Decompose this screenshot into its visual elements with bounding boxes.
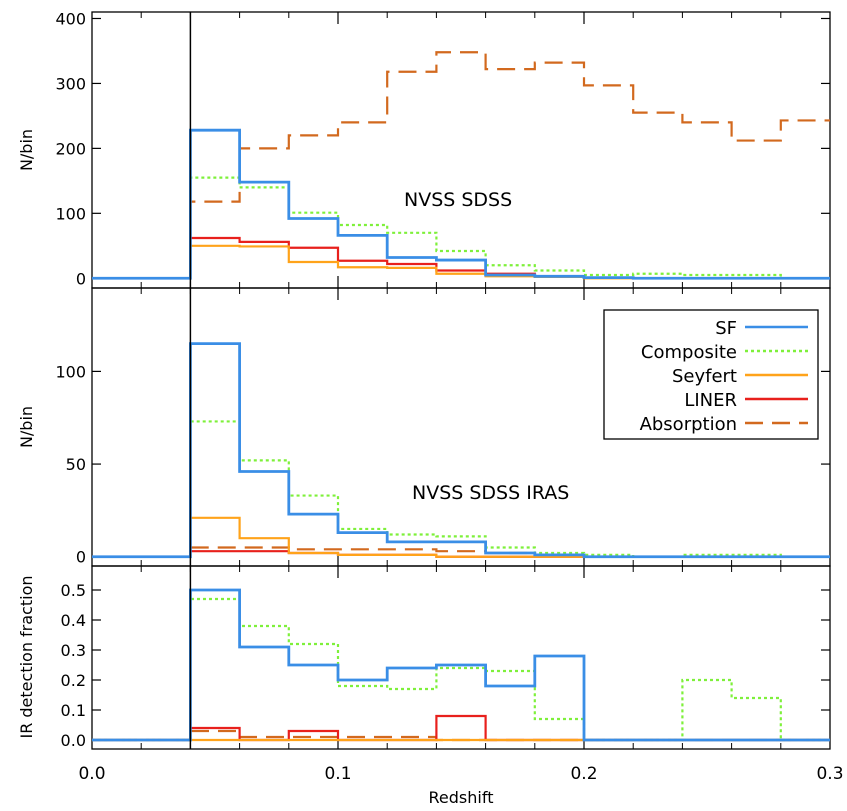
ytick-label-2-2: 100: [55, 362, 86, 381]
ytick-label-3-2: 0.2: [61, 671, 86, 690]
ytick-label-1-2: 200: [55, 139, 86, 158]
middle-panel-annotation: NVSS SDSS IRAS: [412, 482, 569, 504]
ytick-label-1-3: 300: [55, 74, 86, 93]
ytick-label-1-1: 100: [55, 204, 86, 223]
bottom-ylabel: IR detection fraction: [17, 575, 36, 738]
series-absorption-panel-1: [92, 51, 830, 280]
xtick-label-3: 0.3: [816, 764, 843, 784]
legend-label-composite: Composite: [641, 342, 737, 363]
legend: SF Composite Seyfert LINER Absorption: [603, 309, 819, 440]
ytick-label-3-3: 0.3: [61, 641, 86, 660]
ytick-label-1-4: 400: [55, 9, 86, 28]
ytick-label-1-0: 0: [76, 269, 86, 288]
middle-ylabel: N/bin: [17, 406, 36, 448]
ytick-label-3-0: 0.0: [61, 731, 86, 750]
series-seyfert-panel-1: [92, 244, 830, 280]
xtick-label-0: 0.0: [78, 764, 105, 784]
ytick-label-3-1: 0.1: [61, 701, 86, 720]
series-liner-panel-1: [92, 236, 830, 280]
ytick-label-2-0: 0: [76, 548, 86, 567]
legend-label-seyfert: Seyfert: [672, 366, 737, 387]
series-sf-panel-1: [92, 128, 830, 280]
series-liner-panel-3: [92, 714, 830, 742]
legend-label-liner: LINER: [684, 390, 737, 411]
top-ylabel: N/bin: [17, 129, 36, 171]
ytick-label-2-1: 50: [66, 455, 86, 474]
ytick-label-3-4: 0.4: [61, 611, 86, 630]
top-panel-annotation: NVSS SDSS: [404, 189, 512, 211]
legend-label-absorption: Absorption: [640, 414, 737, 435]
bottom-panel-frame: [91, 565, 831, 750]
xtick-label-1: 0.1: [324, 764, 351, 784]
series-composite-panel-2: [92, 420, 830, 558]
series-sf-panel-3: [92, 588, 830, 742]
xlabel: Redshift: [429, 788, 494, 807]
series-composite-panel-3: [92, 597, 830, 742]
xtick-label-2: 0.2: [570, 764, 597, 784]
ytick-label-3-5: 0.5: [61, 581, 86, 600]
series-layer: [92, 51, 830, 742]
series-sf-panel-2: [92, 342, 830, 559]
legend-label-sf: SF: [715, 318, 737, 339]
